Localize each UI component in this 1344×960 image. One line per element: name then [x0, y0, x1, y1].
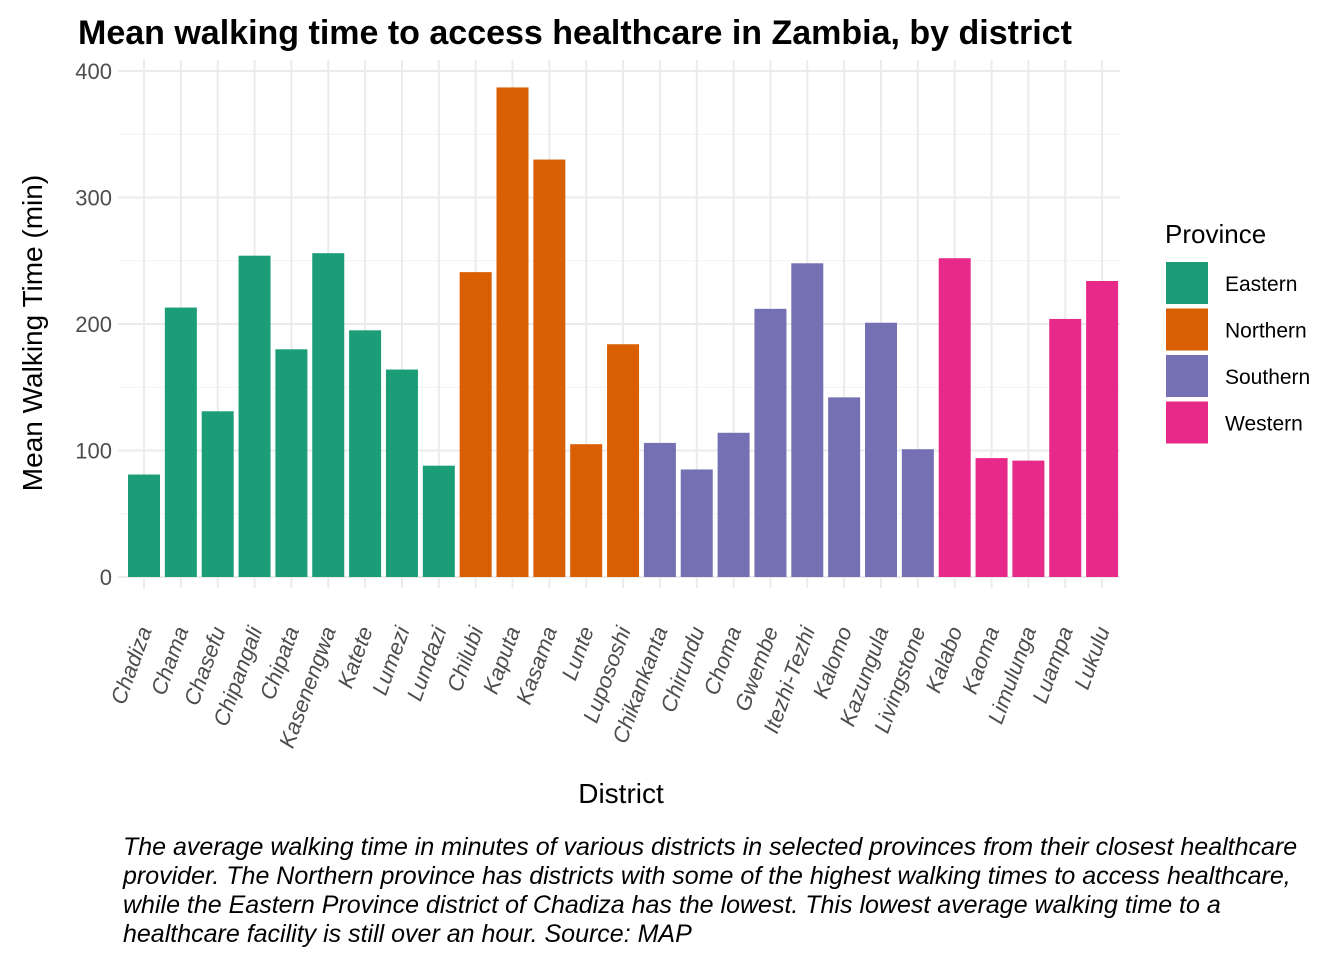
bar-luampa [1049, 318, 1082, 577]
legend-key-northern [1166, 308, 1208, 351]
bar-kaputa [496, 87, 529, 577]
y-tick-label: 300 [75, 186, 112, 211]
y-tick-label: 0 [100, 565, 112, 590]
bar-chama [164, 307, 197, 577]
legend-label-western: Western [1225, 413, 1303, 436]
bar-itezhi-tezhi [791, 263, 824, 577]
bar-chirundu [680, 469, 713, 577]
bar-kalomo [828, 397, 861, 577]
bar-chipata [275, 349, 308, 577]
bar-lundazi [422, 465, 455, 577]
bar-gwembe [754, 308, 787, 577]
bar-kaoma [975, 458, 1008, 577]
y-tick-label: 100 [75, 439, 112, 464]
bar-kasama [533, 159, 566, 578]
bar-katete [349, 330, 382, 577]
y-tick-label: 200 [75, 312, 112, 337]
bar-lukulu [1086, 280, 1119, 577]
chart-caption: The average walking time in minutes of v… [123, 833, 1298, 948]
bar-lumezi [385, 369, 418, 577]
bar-kazungula [865, 322, 897, 577]
legend-key-southern [1166, 355, 1208, 397]
bars [128, 87, 1119, 578]
bar-kasenengwa [312, 253, 345, 577]
y-tick-label: 400 [75, 59, 112, 84]
x-tick-label: Chadiza [106, 623, 157, 707]
x-axis-title: District [578, 778, 664, 809]
x-axis-ticks: ChadizaChamaChasefuChipangaliChipataKase… [106, 622, 1115, 751]
bar-choma [717, 432, 750, 577]
legend-label-southern: Southern [1225, 366, 1310, 389]
y-axis-ticks: 0 100 200 300 400 [75, 59, 112, 590]
bar-chikankanta [643, 442, 676, 577]
bar-chasefu [201, 411, 234, 577]
bar-livingstone [901, 449, 934, 577]
chart-title: Mean walking time to access healthcare i… [78, 14, 1072, 52]
bar-chipangali [238, 255, 271, 577]
legend-title: Province [1165, 219, 1266, 249]
legend-label-northern: Northern [1225, 320, 1307, 343]
legend-key-western [1166, 401, 1208, 444]
bar-lunte [570, 444, 603, 577]
legend: Province Eastern Northern Southern Western [1165, 219, 1310, 444]
y-axis-title: Mean Walking Time (min) [17, 175, 48, 491]
bar-kalabo [938, 258, 971, 577]
bar-lupososhi [607, 344, 640, 577]
bar-chilubi [459, 272, 492, 577]
legend-key-eastern [1166, 262, 1208, 304]
x-tick-label: Lunte [557, 623, 599, 683]
bar-chadiza [128, 474, 160, 577]
legend-label-eastern: Eastern [1225, 273, 1297, 296]
bar-limulunga [1012, 460, 1045, 577]
